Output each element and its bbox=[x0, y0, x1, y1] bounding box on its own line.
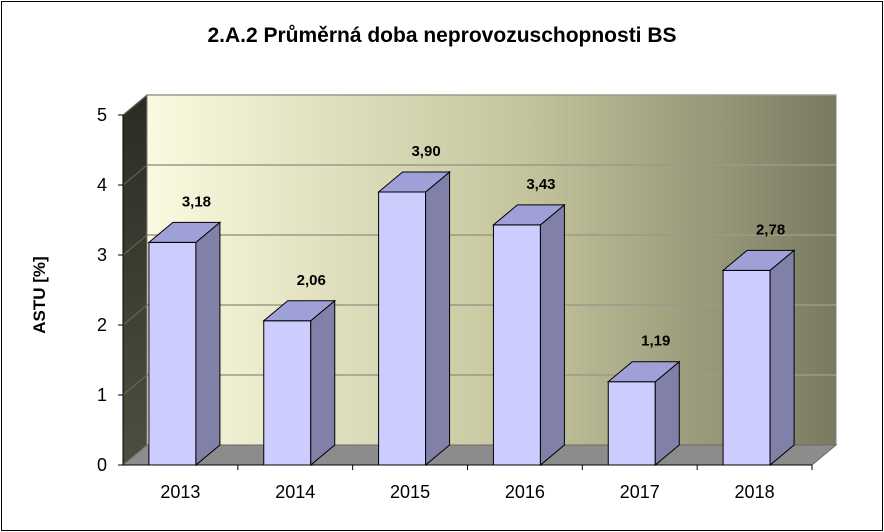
y-tick-label: 1 bbox=[97, 385, 107, 405]
x-tick-label: 2016 bbox=[505, 482, 545, 502]
bars bbox=[147, 170, 796, 467]
bar-2016 bbox=[492, 203, 566, 467]
bar-top bbox=[721, 249, 796, 271]
axes bbox=[118, 114, 813, 470]
bar-front bbox=[378, 191, 427, 466]
gridlines bbox=[122, 94, 836, 396]
data-label: 1,19 bbox=[641, 333, 670, 350]
bar-front bbox=[492, 224, 541, 466]
x-tick-label: 2017 bbox=[620, 482, 660, 502]
data-label: 3,18 bbox=[182, 193, 211, 210]
data-label: 3,43 bbox=[526, 176, 555, 193]
data-label: 3,90 bbox=[411, 143, 440, 160]
gridline-side bbox=[122, 164, 148, 186]
y-tick-label: 3 bbox=[97, 245, 107, 265]
bar-top bbox=[377, 171, 451, 193]
bar-front bbox=[148, 241, 197, 466]
data-label: 2,78 bbox=[756, 221, 785, 238]
bar-side bbox=[425, 170, 451, 467]
bar-front bbox=[607, 381, 656, 466]
bar-side bbox=[195, 221, 221, 467]
side-wall bbox=[122, 93, 148, 467]
x-tick-labels: 2013 2014 2015 2016 2017 2018 bbox=[160, 482, 774, 502]
data-label: 2,06 bbox=[297, 272, 326, 289]
bar-top bbox=[606, 361, 681, 383]
bar-2018 bbox=[721, 249, 796, 467]
x-tick-label: 2014 bbox=[275, 482, 315, 502]
gridline-side bbox=[122, 304, 148, 326]
y-tick-label: 5 bbox=[97, 105, 107, 125]
y-tick-label: 4 bbox=[97, 175, 107, 195]
bar-front bbox=[722, 269, 771, 466]
x-tick-label: 2018 bbox=[735, 482, 775, 502]
gridline-side bbox=[122, 234, 148, 256]
bar-2017 bbox=[606, 360, 681, 467]
gridline-side bbox=[122, 374, 148, 396]
data-labels: 3,18 2,06 3,90 3,43 1,19 2,78 bbox=[182, 143, 785, 350]
bar-2013 bbox=[147, 221, 222, 467]
x-tick-label: 2013 bbox=[160, 482, 200, 502]
bar-front bbox=[263, 320, 312, 466]
bar-side bbox=[539, 203, 565, 467]
chart-title: 2.A.2 Průměrná doba neprovozuschopnosti … bbox=[207, 24, 677, 47]
bar-top bbox=[147, 221, 222, 243]
bar-side bbox=[769, 249, 795, 467]
bar-2014 bbox=[262, 299, 337, 467]
x-tick-label: 2015 bbox=[390, 482, 430, 502]
bar-side bbox=[310, 299, 336, 467]
bar-2015 bbox=[377, 170, 451, 467]
y-tick-label: 2 bbox=[97, 315, 107, 335]
y-tick-label: 0 bbox=[97, 455, 107, 475]
bar-top bbox=[492, 204, 566, 226]
gridline-side bbox=[122, 94, 148, 116]
y-tick-labels: 0 1 2 3 4 5 bbox=[97, 105, 107, 475]
bar-top bbox=[262, 300, 337, 322]
